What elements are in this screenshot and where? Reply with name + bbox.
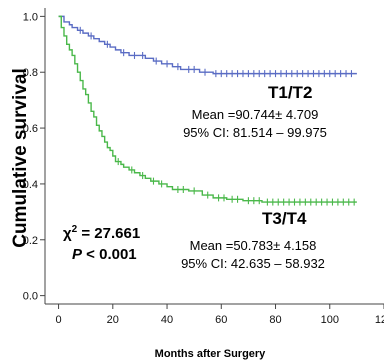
p-value: < 0.001 bbox=[82, 246, 137, 263]
y-tick-label: 0.0 bbox=[23, 291, 38, 303]
series-label-t3t4: T3/T4 bbox=[262, 209, 307, 228]
t1t2-ci: 95% CI: 81.514 – 99.975 bbox=[183, 125, 327, 140]
survival-curve-series-1 bbox=[58, 15, 357, 75]
y-ticks: 0.0 0.2 0.4 0.6 0.8 1.0 bbox=[23, 11, 45, 303]
x-tick-label: 40 bbox=[161, 314, 173, 326]
x-tick-label: 0 bbox=[55, 314, 61, 326]
y-tick-label: 1.0 bbox=[23, 11, 38, 23]
survival-curves bbox=[58, 15, 357, 206]
y-axis-label: Cumulative survival bbox=[10, 68, 31, 248]
chi-square-annotation: χ2 = 27.661 bbox=[63, 224, 140, 242]
chi-value: = 27.661 bbox=[77, 225, 140, 242]
x-tick-label: 120 bbox=[375, 314, 384, 326]
plot-frame bbox=[44, 8, 384, 305]
x-axis-label: Months after Surgery bbox=[155, 348, 267, 360]
chi-symbol: χ bbox=[63, 225, 72, 242]
y-tick-label: 0.4 bbox=[23, 179, 38, 191]
series-label-t1t2: T1/T2 bbox=[268, 83, 312, 102]
p-value-annotation: P < 0.001 bbox=[72, 246, 137, 263]
x-tick-label: 80 bbox=[269, 314, 281, 326]
survival-curve-series-2 bbox=[58, 15, 357, 203]
y-tick-label: 0.2 bbox=[23, 235, 38, 247]
t3t4-ci: 95% CI: 42.635 – 58.932 bbox=[181, 256, 325, 271]
p-letter: P bbox=[72, 246, 83, 263]
chi-exponent: 2 bbox=[72, 224, 78, 235]
y-tick-label: 0.6 bbox=[23, 123, 38, 135]
x-ticks: 0 20 40 60 80 100 120 bbox=[55, 304, 384, 326]
t3t4-mean: Mean =50.783± 4.158 bbox=[190, 238, 317, 253]
t1t2-mean: Mean =90.744± 4.709 bbox=[192, 107, 319, 122]
x-tick-label: 100 bbox=[321, 314, 339, 326]
x-tick-label: 20 bbox=[107, 314, 119, 326]
y-tick-label: 0.8 bbox=[23, 67, 38, 79]
x-tick-label: 60 bbox=[215, 314, 227, 326]
